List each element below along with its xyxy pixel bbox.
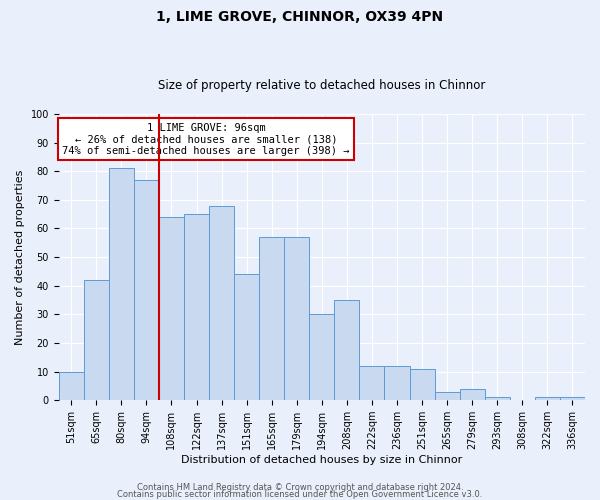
Text: 1, LIME GROVE, CHINNOR, OX39 4PN: 1, LIME GROVE, CHINNOR, OX39 4PN [157,10,443,24]
Bar [209,206,234,400]
Title: Size of property relative to detached houses in Chinnor: Size of property relative to detached ho… [158,79,485,92]
Bar [134,180,159,400]
Text: 1 LIME GROVE: 96sqm
← 26% of detached houses are smaller (138)
74% of semi-detac: 1 LIME GROVE: 96sqm ← 26% of detached ho… [62,122,350,156]
Bar [410,368,434,400]
Bar [460,389,485,400]
Y-axis label: Number of detached properties: Number of detached properties [15,170,25,345]
Bar [59,372,84,400]
Bar [560,398,585,400]
Bar [109,168,134,400]
Bar [284,237,309,400]
Bar [334,300,359,400]
Bar [259,237,284,400]
Bar [234,274,259,400]
Bar [434,392,460,400]
Bar [485,398,510,400]
Text: Contains public sector information licensed under the Open Government Licence v3: Contains public sector information licen… [118,490,482,499]
Bar [309,314,334,400]
Text: Contains HM Land Registry data © Crown copyright and database right 2024.: Contains HM Land Registry data © Crown c… [137,484,463,492]
Bar [535,398,560,400]
Bar [84,280,109,400]
Bar [385,366,410,400]
Bar [159,217,184,400]
Bar [184,214,209,400]
X-axis label: Distribution of detached houses by size in Chinnor: Distribution of detached houses by size … [181,455,463,465]
Bar [359,366,385,400]
